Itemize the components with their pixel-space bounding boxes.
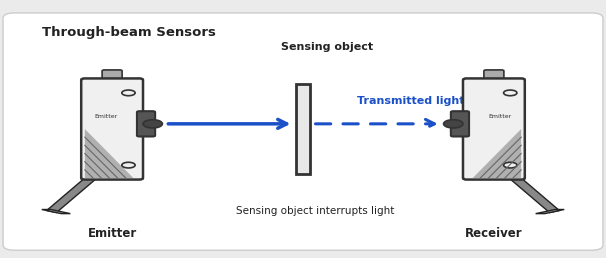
Polygon shape [42, 209, 70, 214]
FancyBboxPatch shape [484, 70, 504, 82]
FancyBboxPatch shape [81, 78, 143, 180]
Polygon shape [510, 177, 559, 213]
Circle shape [122, 90, 135, 96]
FancyBboxPatch shape [102, 70, 122, 82]
Text: Transmitted light: Transmitted light [357, 96, 464, 106]
Text: Receiver: Receiver [465, 227, 523, 240]
Polygon shape [85, 129, 133, 178]
FancyBboxPatch shape [3, 13, 603, 250]
FancyBboxPatch shape [137, 111, 155, 136]
Bar [296, 84, 310, 174]
Text: Emitter: Emitter [87, 227, 137, 240]
Circle shape [444, 120, 463, 128]
Polygon shape [473, 129, 521, 178]
Polygon shape [536, 209, 564, 214]
Circle shape [143, 120, 162, 128]
FancyBboxPatch shape [451, 111, 469, 136]
Circle shape [504, 90, 517, 96]
Circle shape [504, 162, 517, 168]
Text: Through-beam Sensors: Through-beam Sensors [42, 26, 216, 39]
Text: Sensing object interrupts light: Sensing object interrupts light [236, 206, 395, 216]
Circle shape [122, 162, 135, 168]
Text: Emitter: Emitter [488, 114, 511, 119]
Text: Sensing object: Sensing object [281, 42, 373, 52]
Polygon shape [47, 177, 96, 213]
Text: Emitter: Emitter [95, 114, 118, 119]
FancyBboxPatch shape [463, 78, 525, 180]
